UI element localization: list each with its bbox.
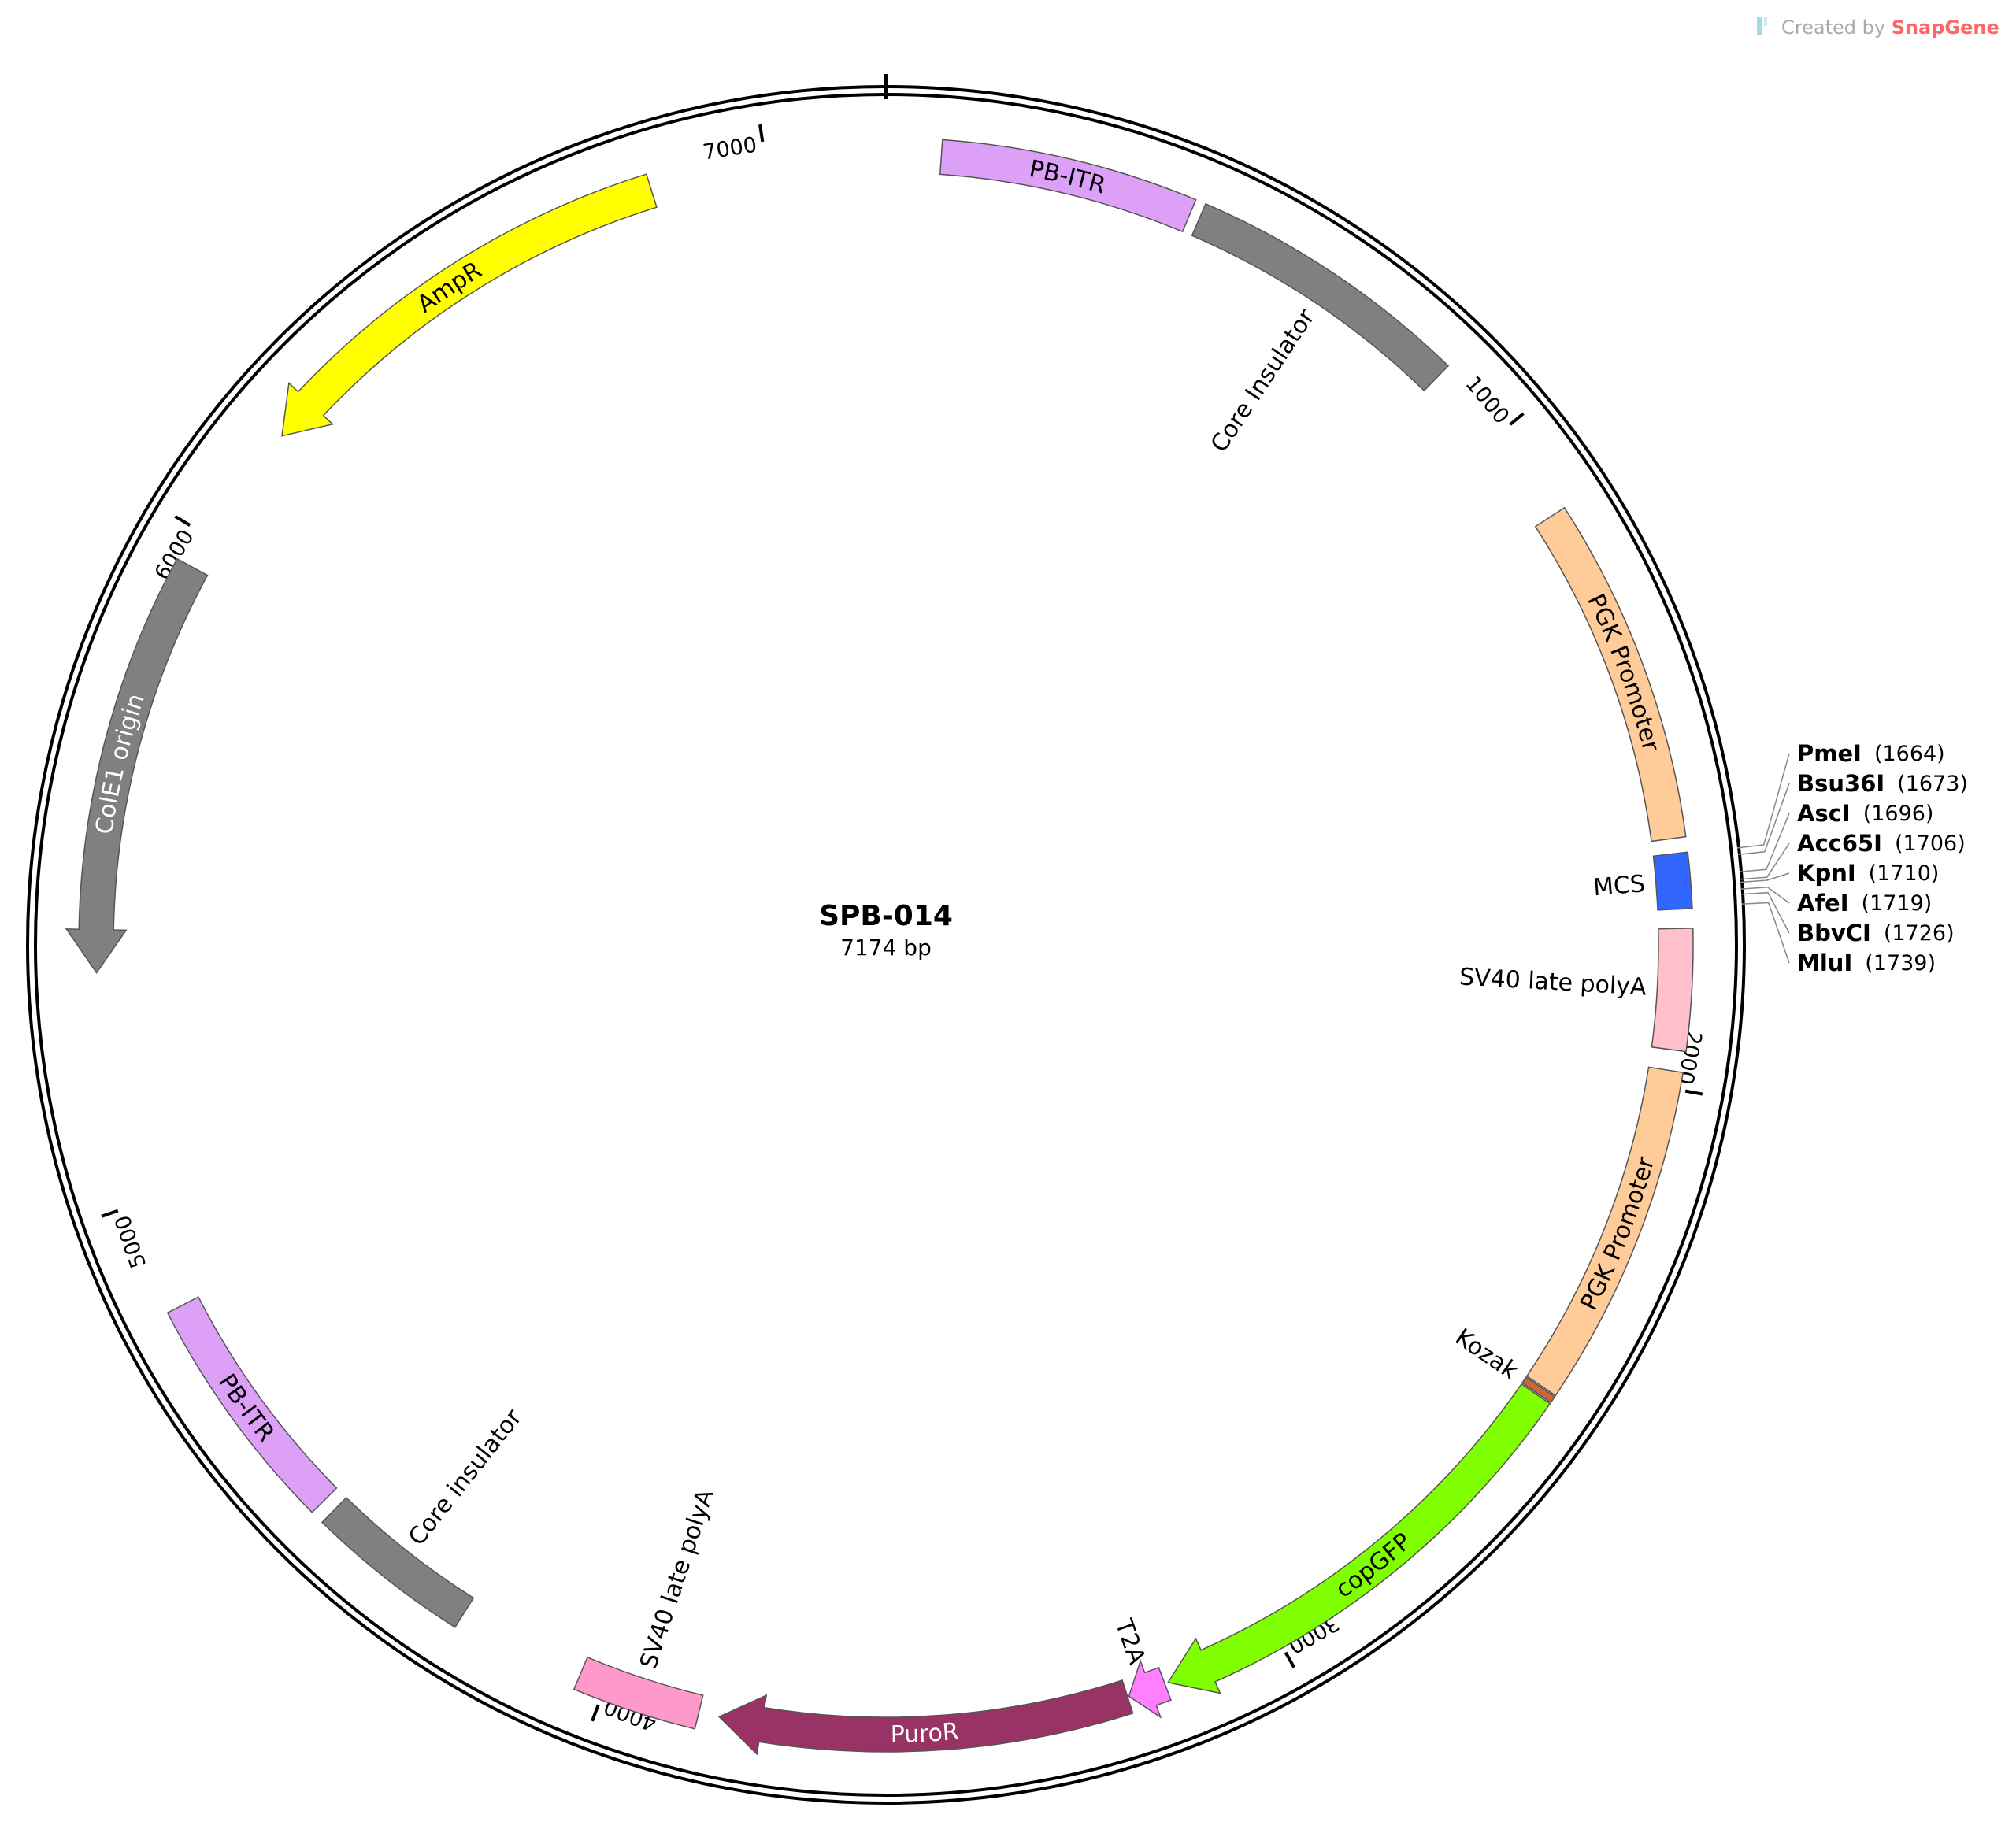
feature-label-pgk-promoter-2: PGK Promoter [1575,1153,1660,1315]
site-name: PmeI [1797,740,1862,767]
feature-puror[interactable] [717,1679,1134,1756]
site-name: BbvCI [1797,920,1871,946]
backbone [26,74,1746,1805]
feature-label-puror: PuroR [891,1718,960,1749]
site-connector [1737,783,1790,856]
site-name: Acc65I [1797,830,1882,857]
restriction-sites: PmeI (1664) Bsu36I (1673) AscI (1696) Acc65I (1… [1736,740,1968,976]
site-label[interactable]: AfeI (1719) [1797,890,1932,916]
feature-label-copgfp: copGFP [1331,1528,1417,1603]
site-connector [1740,887,1790,904]
site-name: Bsu36I [1797,770,1884,797]
tick-label-5000: 5000 [110,1212,151,1271]
feature-pb-itr-2[interactable] [166,1296,338,1513]
feature-copgfp[interactable] [1166,1383,1551,1694]
feature-label-core-insulator-2: Core insulator [403,1404,528,1551]
site-label[interactable]: AscI (1696) [1797,800,1933,827]
svg-text:Created by SnapGene: Created by SnapGene [1781,17,1999,39]
site-position: (1673) [1897,772,1968,796]
site-position: (1706) [1895,831,1966,856]
site-label[interactable]: PmeI (1664) [1797,740,1945,767]
site-position: (1664) [1874,742,1945,766]
feature-label-sv40-polya-2: SV40 late polyA [635,1486,720,1672]
site-label[interactable]: Bsu36I (1673) [1797,770,1968,797]
plasmid-size: 7174 bp [840,935,932,961]
site-label[interactable]: KpnI (1710) [1797,860,1939,887]
feature-label-mcs: MCS [1592,870,1646,902]
tick-mark-7000 [758,124,765,143]
feature-ampr[interactable] [281,173,658,437]
site-label[interactable]: MluI (1739) [1797,950,1936,976]
tick-mark-1000 [1509,412,1525,426]
plasmid-name: SPB-014 [819,900,953,932]
tick-label-1000: 1000 [1461,372,1514,429]
feature-pb-itr-1[interactable] [939,139,1197,233]
site-label[interactable]: Acc65I (1706) [1797,830,1966,857]
snapgene-logo-icon [1757,17,1762,35]
features [65,139,1694,1756]
site-name: MluI [1797,950,1852,976]
feature-label-core-insulator-1: Core Insulator [1206,304,1321,457]
feature-label-kozak: Kozak [1450,1324,1523,1386]
feature-core-insulator-1[interactable] [1191,202,1450,392]
site-name: AscI [1797,800,1851,827]
feature-pgk-promoter-2[interactable] [1525,1066,1684,1397]
site-connector [1741,902,1790,964]
site-connector [1736,753,1790,849]
tick-mark-5000 [101,1209,119,1218]
site-position: (1710) [1869,861,1940,886]
site-connector [1740,842,1790,880]
snapgene-credit: Created by SnapGene [1757,17,1999,39]
feature-sv40-polya-1[interactable] [1651,928,1694,1053]
site-name: AfeI [1797,890,1849,916]
site-connector [1739,813,1790,872]
site-label[interactable]: BbvCI (1726) [1797,920,1955,946]
credit-prefix: Created by [1781,17,1892,39]
feature-core-insulator-2[interactable] [321,1496,475,1628]
site-connector [1741,891,1790,934]
tick-label-7000: 7000 [702,133,759,165]
site-position: (1739) [1865,951,1936,976]
feature-label-pgk-promoter-1: PGK Promoter [1581,590,1664,755]
tick-mark-3000 [1284,1651,1296,1668]
tick-mark-2000 [1684,1089,1703,1096]
feature-cole1-origin[interactable] [65,557,209,974]
feature-kozak[interactable] [1521,1376,1556,1404]
feature-mcs[interactable] [1652,851,1693,911]
feature-t2a[interactable] [1128,1658,1172,1719]
tick-mark-6000 [174,515,191,527]
feature-label-sv40-polya-1: SV40 late polyA [1458,963,1647,1001]
feature-label-t2a: T2A [1110,1615,1151,1668]
site-connector [1740,872,1790,883]
credit-brand: SnapGene [1892,17,1999,39]
feature-pgk-promoter-1[interactable] [1534,506,1687,842]
feature-sv40-polya-2[interactable] [573,1656,704,1730]
tick-mark-4000 [591,1704,600,1722]
site-position: (1719) [1862,891,1933,916]
site-position: (1726) [1884,921,1955,946]
site-name: KpnI [1797,860,1856,887]
site-position: (1696) [1863,802,1934,826]
